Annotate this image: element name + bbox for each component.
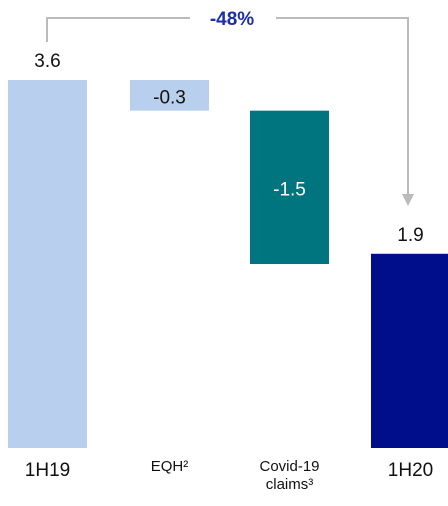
bar [8, 80, 87, 448]
arrow-head [402, 194, 414, 206]
value-label: -1.5 [273, 179, 306, 200]
bar [371, 253, 448, 448]
bar [130, 80, 209, 111]
x-tick-label: 1H19 [24, 460, 71, 481]
x-tick-label: EQH² [150, 458, 189, 475]
bar [250, 110, 329, 265]
x-tick-label: Covid-19 claims³ [259, 458, 320, 493]
value-label: 3.6 [34, 51, 60, 72]
value-label: 1.9 [397, 225, 423, 246]
annotation: -48% [210, 9, 254, 30]
bracket [46, 17, 409, 196]
value-label: -0.3 [153, 87, 186, 108]
x-tick-label: 1H20 [387, 460, 434, 481]
